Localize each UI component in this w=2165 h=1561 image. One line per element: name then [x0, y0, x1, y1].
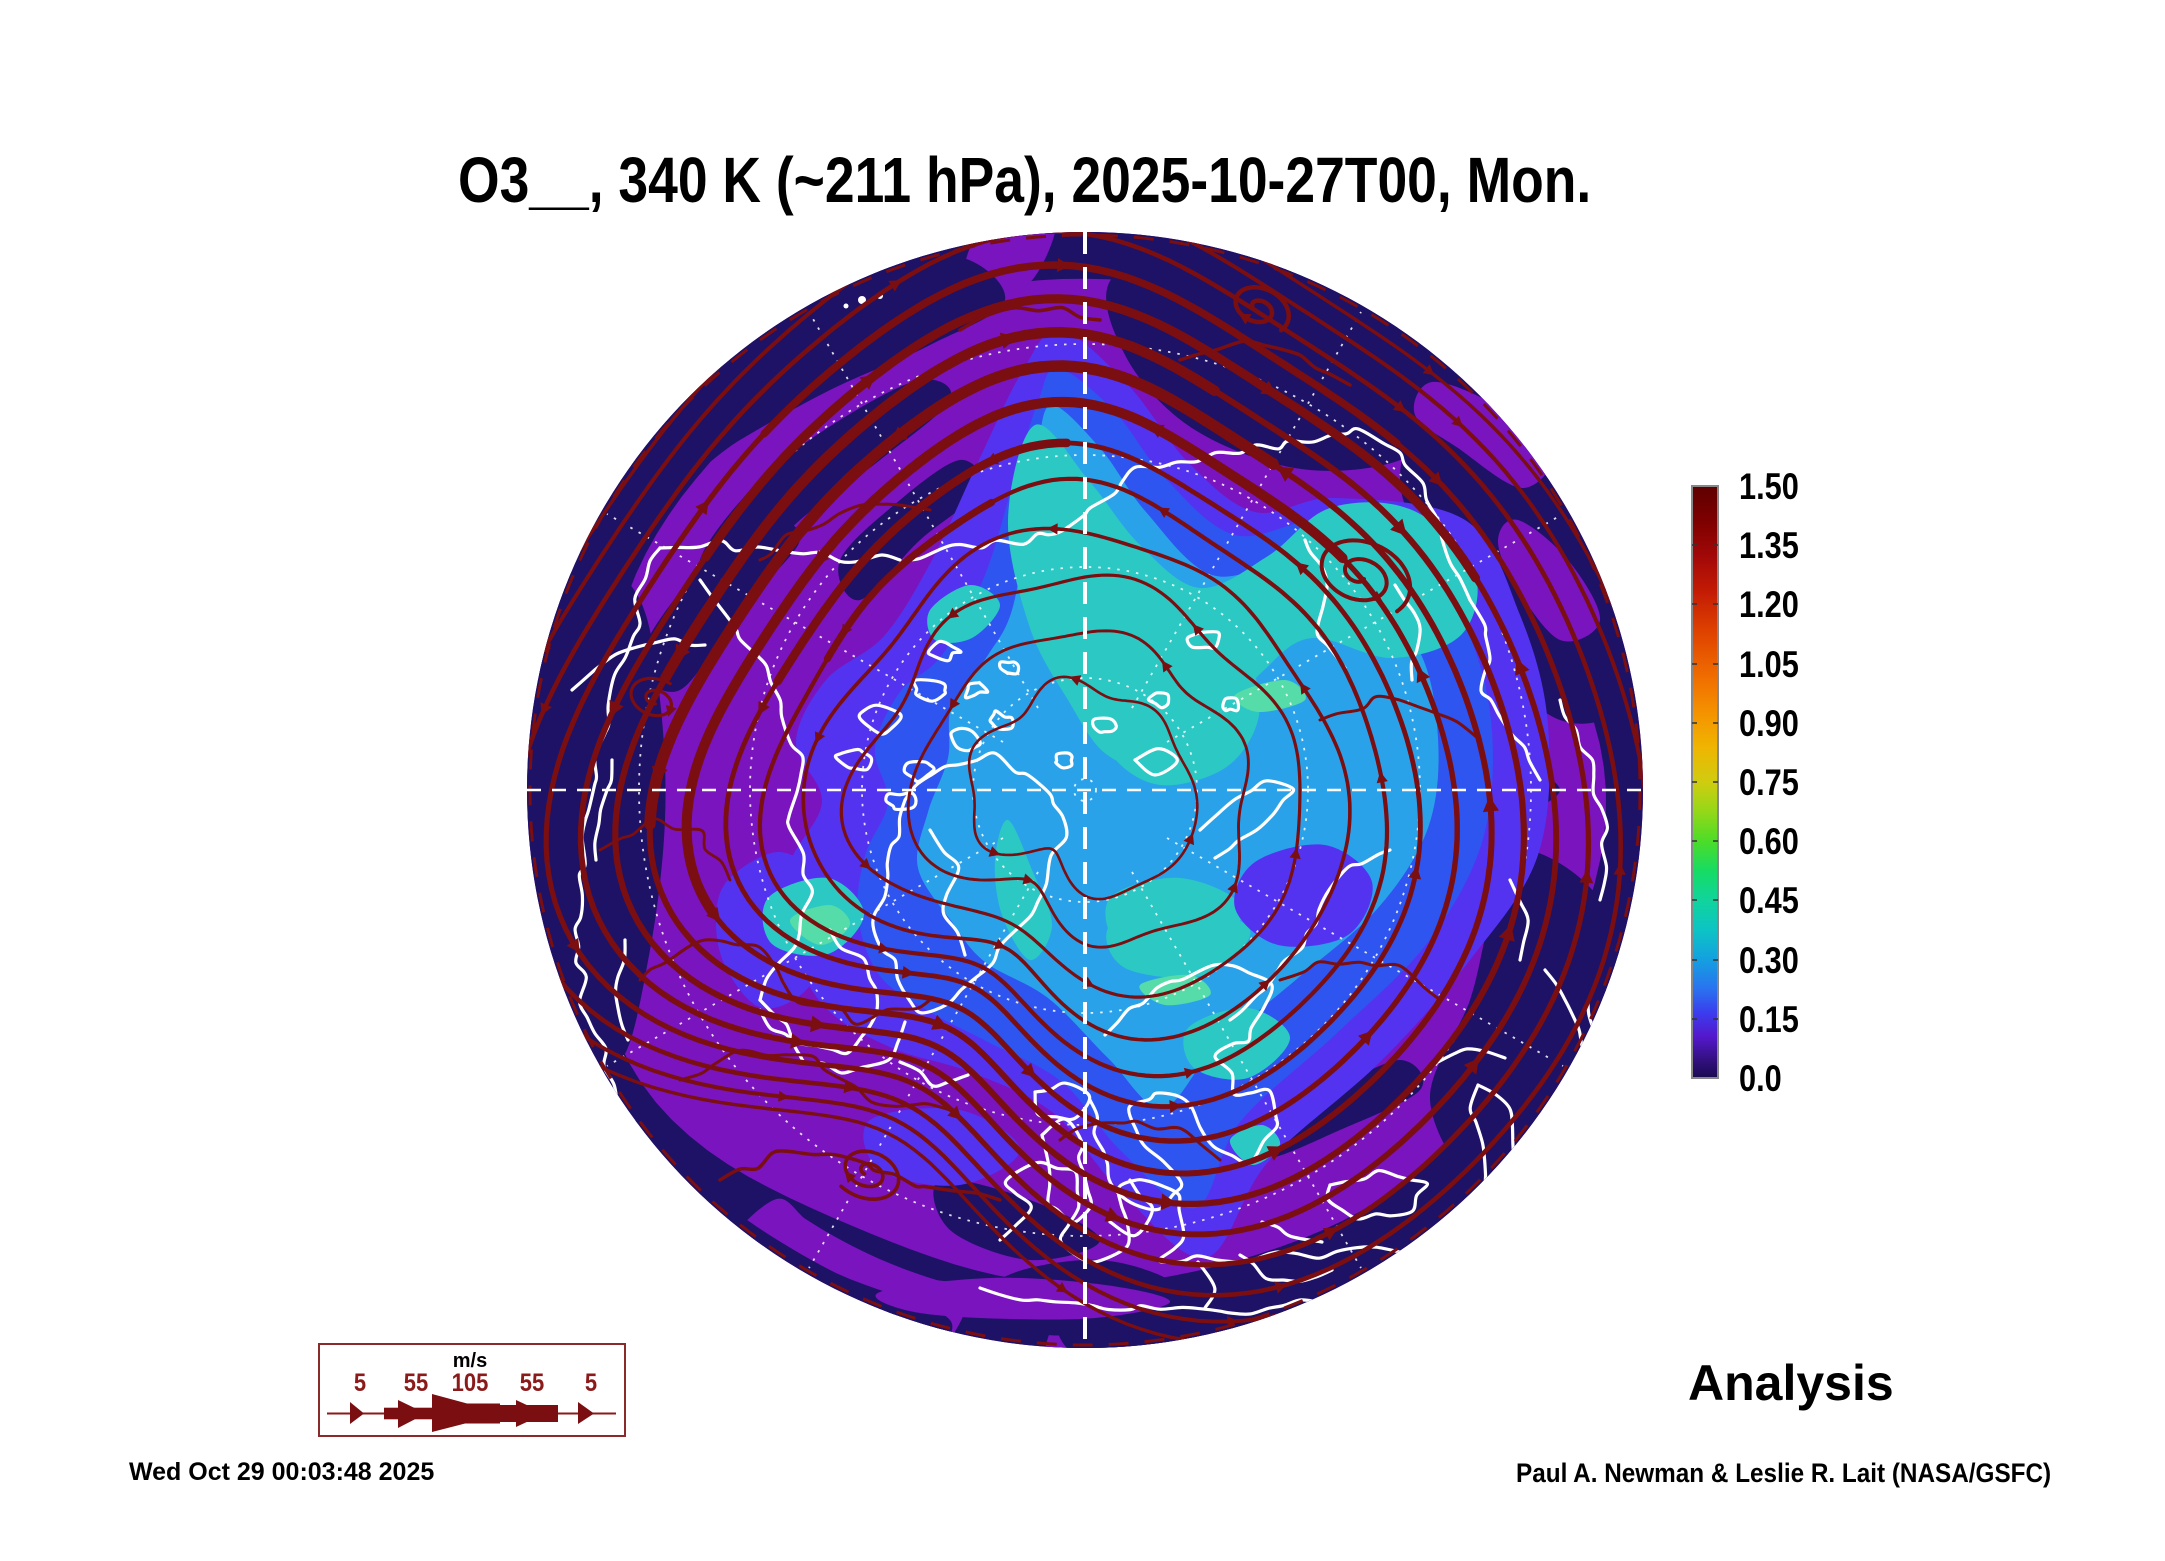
- svg-text:0.60: 0.60: [1739, 821, 1799, 862]
- svg-text:5: 5: [354, 1369, 366, 1397]
- svg-text:1.35: 1.35: [1739, 525, 1799, 566]
- svg-text:0.45: 0.45: [1739, 880, 1799, 921]
- svg-text:55: 55: [404, 1369, 428, 1397]
- svg-text:1.05: 1.05: [1739, 644, 1799, 685]
- svg-text:1.20: 1.20: [1739, 584, 1799, 625]
- svg-text:m/s: m/s: [453, 1350, 487, 1372]
- svg-text:0.75: 0.75: [1739, 762, 1799, 803]
- svg-text:0.0: 0.0: [1739, 1058, 1782, 1099]
- svg-text:105: 105: [452, 1369, 489, 1397]
- svg-text:5: 5: [585, 1369, 597, 1397]
- svg-text:1.50: 1.50: [1739, 466, 1799, 507]
- svg-text:55: 55: [520, 1369, 544, 1397]
- svg-text:0.90: 0.90: [1739, 703, 1799, 744]
- svg-text:0.30: 0.30: [1739, 940, 1799, 981]
- svg-text:0.15: 0.15: [1739, 999, 1799, 1040]
